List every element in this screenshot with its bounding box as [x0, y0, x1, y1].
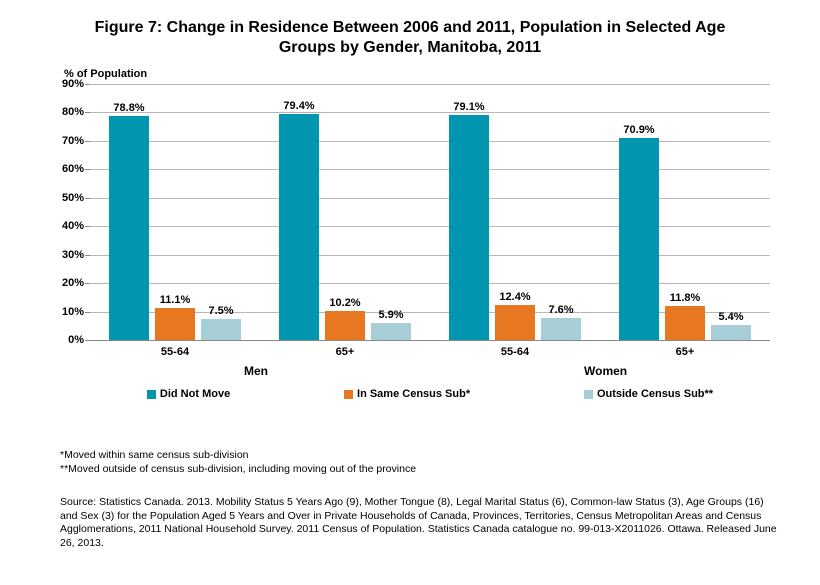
- bar: 79.4%: [279, 114, 319, 340]
- bar-value-label: 70.9%: [623, 124, 654, 136]
- bar-value-label: 79.1%: [453, 101, 484, 113]
- bar-value-label: 11.8%: [670, 292, 701, 304]
- y-tick-label: 70%: [62, 135, 84, 147]
- bar-value-label: 10.2%: [329, 297, 360, 309]
- bar: 79.1%: [449, 115, 489, 340]
- footnote-2: **Moved outside of census sub-division, …: [60, 462, 416, 476]
- bar-group: 70.9%11.8%5.4%65+: [600, 84, 770, 340]
- bar: 78.8%: [109, 116, 149, 340]
- legend-item: Did Not Move: [147, 388, 230, 400]
- bar-value-label: 5.4%: [718, 311, 743, 323]
- bar-group: 79.4%10.2%5.9%65+: [260, 84, 430, 340]
- y-tick-label: 50%: [62, 192, 84, 204]
- bar-value-label: 78.8%: [113, 102, 144, 114]
- chart-legend: Did Not Move In Same Census Sub* Outside C…: [90, 388, 770, 400]
- legend-label: Did Not Move: [160, 388, 230, 400]
- category-label: 55-64: [161, 346, 189, 358]
- gender-header: Men: [244, 364, 268, 378]
- category-label: 55-64: [501, 346, 529, 358]
- bar-value-label: 11.1%: [160, 294, 191, 306]
- bar: 11.1%: [155, 308, 195, 340]
- y-tick-label: 80%: [62, 106, 84, 118]
- chart-title: Figure 7: Change in Residence Between 20…: [0, 0, 820, 62]
- bar-value-label: 7.5%: [208, 305, 233, 317]
- bar: 12.4%: [495, 305, 535, 340]
- bar: 11.8%: [665, 306, 705, 340]
- bar-value-label: 5.9%: [378, 309, 403, 321]
- footnote-1: *Moved within same census sub-division: [60, 448, 416, 462]
- y-tick-label: 10%: [62, 306, 84, 318]
- y-tick-label: 90%: [62, 78, 84, 90]
- bar: 10.2%: [325, 311, 365, 340]
- legend-item: Outside Census Sub**: [584, 388, 713, 400]
- bar-group: 78.8%11.1%7.5%55-64: [90, 84, 260, 340]
- y-tick-label: 40%: [62, 220, 84, 232]
- category-label: 65+: [676, 346, 695, 358]
- gender-header: Women: [584, 364, 627, 378]
- grid-line: [90, 340, 770, 341]
- bar: 5.9%: [371, 323, 411, 340]
- y-tick-label: 20%: [62, 277, 84, 289]
- legend-swatch: [344, 390, 353, 399]
- bar-value-label: 7.6%: [548, 304, 573, 316]
- chart-plot-area: 0%10%20%30%40%50%60%70%80%90%78.8%11.1%7…: [90, 84, 770, 340]
- bar: 7.5%: [201, 319, 241, 340]
- legend-label: In Same Census Sub*: [357, 388, 470, 400]
- legend-swatch: [147, 390, 156, 399]
- bar: 7.6%: [541, 318, 581, 340]
- category-label: 65+: [336, 346, 355, 358]
- y-tick-label: 30%: [62, 249, 84, 261]
- legend-item: In Same Census Sub*: [344, 388, 470, 400]
- footnotes: *Moved within same census sub-division *…: [60, 448, 416, 476]
- tick-mark: [85, 340, 90, 341]
- bar-value-label: 12.4%: [499, 291, 530, 303]
- legend-swatch: [584, 390, 593, 399]
- bar: 5.4%: [711, 325, 751, 340]
- legend-label: Outside Census Sub**: [597, 388, 713, 400]
- y-tick-label: 0%: [68, 334, 84, 346]
- bar-value-label: 79.4%: [283, 100, 314, 112]
- bar-group: 79.1%12.4%7.6%55-64: [430, 84, 600, 340]
- bar: 70.9%: [619, 138, 659, 340]
- source-text: Source: Statistics Canada. 2013. Mobilit…: [60, 496, 780, 551]
- y-tick-label: 60%: [62, 163, 84, 175]
